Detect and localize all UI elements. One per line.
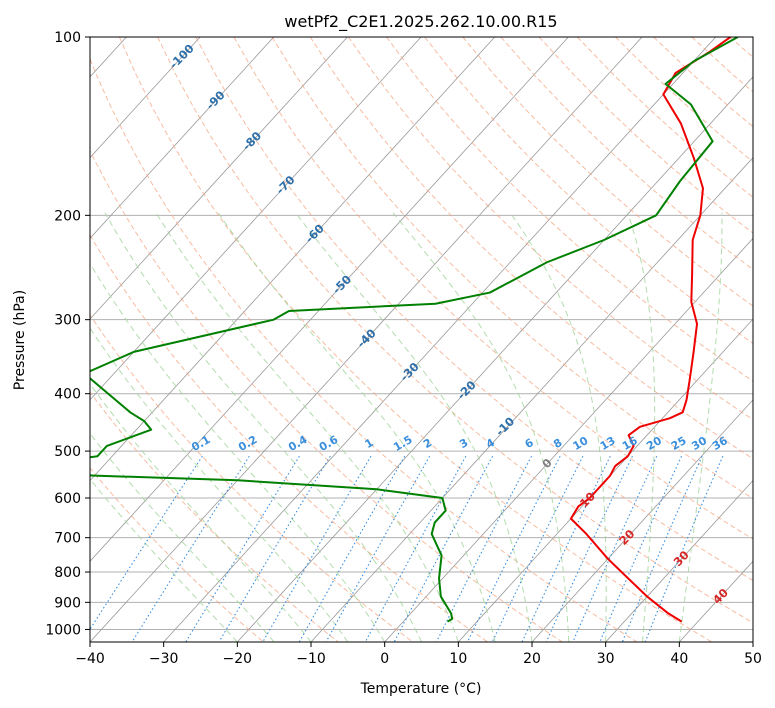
dry-adiabat — [271, 37, 753, 500]
mixing-ratio-line — [393, 455, 494, 642]
moist-adiabat — [678, 212, 723, 642]
moist-adiabat — [509, 212, 607, 642]
isotherm-line — [458, 318, 753, 642]
moist-adiabat — [90, 262, 386, 642]
mixing-ratio-line — [298, 455, 406, 642]
y-tick-label: 700 — [54, 531, 81, 547]
x-tick-label: 30 — [597, 651, 615, 667]
y-tick-label: 100 — [54, 30, 81, 46]
mixing-ratio-line — [131, 455, 250, 642]
plot-frame — [89, 36, 754, 643]
dry-adiabat — [309, 37, 753, 460]
y-tick-label: 500 — [54, 444, 81, 460]
y-axis-label: Pressure (hPa) — [12, 290, 28, 390]
temperature-profile — [569, 37, 732, 623]
isotherm-line — [531, 399, 753, 642]
moist-adiabat — [392, 212, 570, 642]
mixing-ratio-line — [325, 455, 431, 642]
moist-adiabat — [627, 212, 656, 642]
isotherm-line — [90, 37, 275, 239]
x-tick-label: 10 — [449, 651, 467, 667]
moist-adiabat — [90, 478, 238, 642]
mixing-ratio-line — [185, 455, 300, 642]
x-tick-label: −10 — [296, 651, 326, 667]
dry-adiabat — [157, 37, 753, 624]
dry-adiabat — [90, 467, 264, 642]
x-tick-label: −40 — [75, 651, 105, 667]
y-tick-label: 800 — [54, 565, 81, 581]
isotherm-line — [237, 76, 753, 642]
mixing-ratio-line — [364, 455, 467, 642]
dry-adiabat — [233, 37, 753, 540]
y-tick-label: 300 — [54, 313, 81, 329]
isotherm-line — [90, 37, 496, 482]
isotherm-line — [90, 37, 422, 401]
mixing-ratio-line — [218, 455, 331, 642]
y-tick-label: 200 — [54, 208, 81, 224]
x-tick-label: 0 — [380, 651, 389, 667]
isotherm-line — [90, 37, 643, 642]
y-tick-label: 600 — [54, 491, 81, 507]
isotherm-line — [90, 37, 201, 159]
isotherm-line — [90, 37, 569, 562]
y-tick-label: 400 — [54, 387, 81, 403]
dry-adiabat — [195, 37, 753, 582]
x-axis-label: Temperature (°C) — [360, 681, 482, 697]
mixing-ratio-line — [572, 455, 658, 642]
moist-adiabat — [90, 327, 349, 642]
moist-adiabat — [104, 212, 422, 642]
isotherm-line — [90, 37, 348, 320]
dry-adiabat — [347, 37, 753, 421]
mixing-ratio-line — [521, 455, 611, 642]
dry-adiabat — [90, 314, 414, 642]
moist-adiabat — [155, 212, 459, 642]
mixing-ratio-line — [621, 455, 703, 642]
mixing-ratio-line — [545, 455, 633, 642]
dry-adiabat — [462, 37, 753, 307]
dewpoint-profile — [90, 37, 739, 623]
x-tick-label: 50 — [744, 651, 762, 667]
isotherm-line — [163, 37, 717, 642]
dry-adiabat — [90, 57, 638, 642]
dry-adiabat — [424, 37, 753, 344]
dry-adiabat — [90, 391, 339, 642]
x-tick-label: −20 — [223, 651, 253, 667]
y-tick-label: 900 — [54, 595, 81, 611]
dry-adiabat — [118, 37, 712, 642]
dry-adiabat — [386, 37, 753, 382]
x-tick-label: −30 — [149, 651, 179, 667]
x-tick-label: 40 — [670, 651, 688, 667]
mixing-ratio-line — [491, 455, 584, 642]
isotherm-line — [384, 237, 753, 642]
chart-title: wetPf2_C2E1.2025.262.10.00.R15 — [284, 12, 557, 32]
mixing-ratio-line — [644, 455, 724, 642]
isotherm-line — [605, 479, 753, 642]
x-tick-label: 20 — [523, 651, 541, 667]
y-tick-label: 1000 — [45, 622, 81, 638]
mixing-ratio-line — [262, 455, 372, 642]
